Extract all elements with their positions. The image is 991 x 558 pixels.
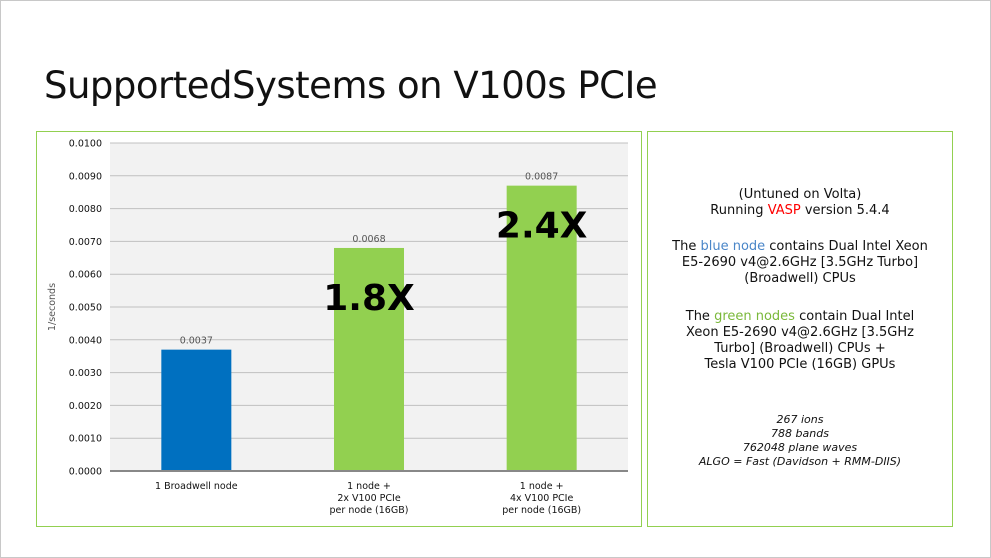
y-tick-label: 0.0090 — [69, 171, 102, 182]
speedup-annotation: 1.8X — [323, 278, 415, 319]
data-label: 0.0037 — [180, 336, 213, 347]
info-blue-node: The blue node contains Dual Intel Xeon E… — [648, 239, 952, 287]
blue-highlight: blue node — [700, 239, 766, 254]
vasp-highlight: VASP — [767, 203, 801, 218]
data-label: 0.0087 — [525, 172, 558, 183]
info-line: (Untuned on Volta) — [738, 187, 862, 202]
info-line: Xeon E5-2690 v4@2.6GHz [3.5GHz — [686, 325, 914, 340]
text: The — [672, 239, 701, 254]
chart-panel — [36, 131, 642, 527]
x-tick-label: per node (16GB) — [502, 505, 581, 516]
x-tick-label: 2x V100 PCIe — [337, 493, 401, 504]
data-label: 0.0068 — [352, 234, 385, 245]
text: contains Dual Intel Xeon — [765, 239, 928, 254]
info-line: E5-2690 v4@2.6GHz [3.5GHz Turbo] — [681, 255, 919, 270]
y-tick-label: 0.0030 — [69, 368, 102, 379]
info-panel: (Untuned on Volta) Running VASP version … — [647, 131, 953, 527]
y-axis-label: 1/seconds — [47, 283, 58, 331]
bar — [334, 247, 404, 471]
info-line: (Broadwell) CPUs — [744, 271, 856, 286]
y-tick-label: 0.0000 — [69, 467, 102, 478]
text: Running — [710, 203, 768, 218]
y-tick-label: 0.0070 — [69, 237, 102, 248]
param-line: 788 bands — [771, 427, 829, 440]
info-line: Turbo] (Broadwell) CPUs + — [714, 341, 886, 356]
speedup-annotation: 2.4X — [496, 206, 588, 247]
info-green-nodes: The green nodes contain Dual Intel Xeon … — [648, 309, 952, 373]
info-params: 267 ions 788 bands 762048 plane waves AL… — [648, 413, 952, 469]
info-line: The blue node contains Dual Intel Xeon — [648, 239, 952, 255]
y-tick-label: 0.0040 — [69, 335, 102, 346]
y-tick-label: 0.0050 — [69, 303, 102, 314]
x-tick-label: 1 node + — [520, 481, 564, 492]
y-tick-label: 0.0020 — [69, 401, 102, 412]
x-tick-label: per node (16GB) — [330, 505, 409, 516]
bar — [506, 185, 577, 471]
text: The — [685, 309, 715, 324]
info-line: Running VASP version 5.4.4 — [648, 203, 952, 219]
text: version 5.4.4 — [800, 203, 890, 218]
info-intro: (Untuned on Volta) Running VASP version … — [648, 187, 952, 219]
y-tick-label: 0.0100 — [69, 139, 102, 150]
param-line: 762048 plane waves — [742, 441, 858, 454]
x-tick-label: 1 node + — [347, 481, 391, 492]
x-tick-label: 4x V100 PCIe — [510, 493, 574, 504]
x-tick-label: 1 Broadwell node — [155, 481, 238, 492]
bar — [161, 349, 232, 471]
slide-title: SupportedSystems on V100s PCIe — [44, 64, 658, 107]
y-tick-label: 0.0080 — [69, 204, 102, 215]
green-highlight: green nodes — [714, 309, 795, 324]
info-line: The green nodes contain Dual Intel — [648, 309, 952, 325]
y-tick-label: 0.0010 — [69, 434, 102, 445]
param-line: 267 ions — [776, 413, 824, 426]
text: contain Dual Intel — [794, 309, 915, 324]
info-line: Tesla V100 PCIe (16GB) GPUs — [704, 357, 896, 372]
y-tick-label: 0.0060 — [69, 270, 102, 281]
param-line: ALGO = Fast (Davidson + RMM-DIIS) — [698, 455, 902, 468]
